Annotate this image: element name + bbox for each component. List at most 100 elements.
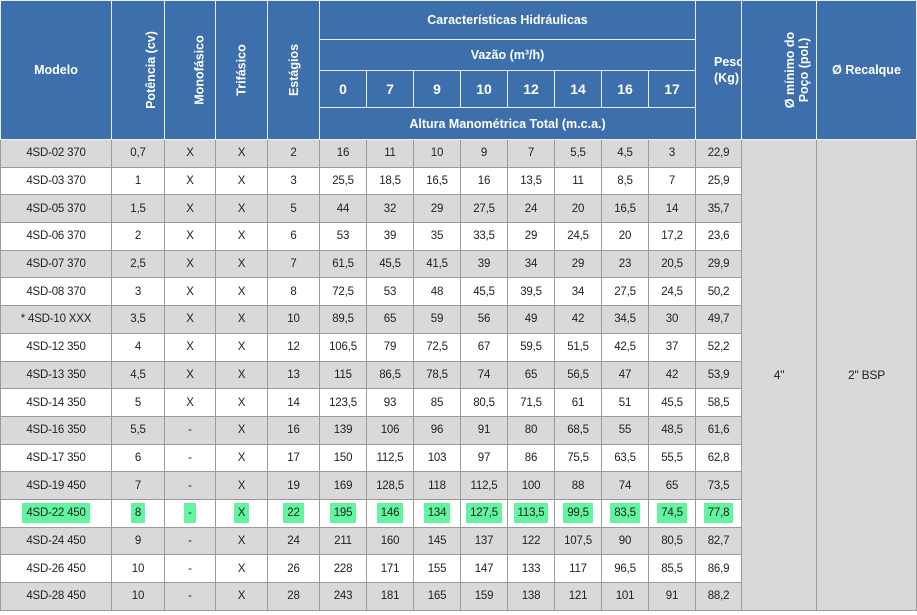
cell-head-flow-7: 91	[647, 582, 697, 611]
cell-potencia: 2,5	[111, 249, 165, 279]
cell-estagios: 8	[267, 277, 320, 307]
cell-head-flow-3: 16	[460, 166, 508, 196]
cell-potencia: 7	[111, 471, 165, 500]
cell-trifasico: X	[215, 194, 268, 224]
cell-head-flow-0: 16	[319, 139, 367, 168]
table-row: 4SD-05 370 1,5 X X 5 44 32 29 27,5 24 20 16,5 14 35,7	[0, 194, 917, 224]
cell-head-flow-1: 53	[366, 277, 414, 307]
cell-trifasico: X	[215, 415, 268, 445]
cell-head-flow-7: 48,5	[647, 415, 697, 445]
cell-head-flow-7: 55,5	[647, 443, 697, 473]
cell-head-flow-1: 93	[366, 388, 414, 417]
table-row: 4SD-19 450 7- X 19 169 128,5 118 112,5 100 88 74 65…	[0, 471, 917, 500]
cell-head-flow-6: 55	[601, 415, 649, 445]
cell-head-flow-6: 4,5	[601, 139, 649, 168]
cell-head-flow-7: 80,5	[647, 526, 697, 556]
table-row: 4SD-07 370 2,5 X X 7 61,5 45,5 41,5 39 34 29 23 20,5…	[0, 249, 917, 279]
cell-trifasico: X	[215, 277, 268, 307]
header-flow-1: 7	[366, 70, 414, 108]
cell-estagios: 10	[267, 305, 320, 334]
cell-head-flow-4: 122	[507, 526, 555, 556]
cell-head-flow-4: 59,5	[507, 332, 555, 362]
cell-estagios: 3	[267, 166, 320, 196]
cell-head-flow-2: 48	[413, 277, 461, 307]
table-row: 4SD-08 370 3 X X 8 72,5 53 48 45,5 39,5 34 27,5 24,5…	[0, 277, 917, 307]
table-row: 4SD-02 370 0,7 X X 2 16 11 10 9 7 5,5 4,5 3 22,9 4" 2" …	[0, 139, 917, 611]
cell-head-flow-3: 80,5	[460, 388, 508, 417]
header-flow-2: 9	[413, 70, 461, 108]
cell-head-flow-3: 127,5	[460, 498, 508, 528]
cell-potencia: 8	[111, 498, 165, 528]
cell-head-flow-2: 10	[413, 139, 461, 168]
cell-head-flow-5: 99,5	[554, 498, 602, 528]
cell-potencia: 3	[111, 277, 165, 307]
cell-modelo: 4SD-17 350	[0, 443, 112, 473]
cell-poco-merged: 4"	[741, 139, 818, 611]
cell-monofasico: -	[164, 554, 216, 583]
cell-modelo: 4SD-05 370	[0, 194, 112, 224]
cell-modelo: 4SD-24 450	[0, 526, 112, 556]
table-row: 4SD-03 370 1 X X 3 25,5 18,5 16,5 16 13,5 11 8,5 7 25…	[0, 166, 917, 196]
cell-potencia: 3,5	[111, 305, 165, 334]
cell-modelo: 4SD-12 350	[0, 332, 112, 362]
cell-head-flow-2: 118	[413, 471, 461, 500]
table-row: 4SD-14 350 5 X X 14 123,5 93 85 80,5 71,5 61 51 45,5…	[0, 388, 917, 417]
cell-head-flow-1: 32	[366, 194, 414, 224]
header-flow-4: 12	[507, 70, 555, 108]
cell-peso: 86,9	[695, 554, 743, 583]
cell-potencia: 5	[111, 388, 165, 417]
cell-head-flow-7: 74,5	[647, 498, 697, 528]
cell-modelo: 4SD-28 450	[0, 582, 112, 611]
cell-estagios: 17	[267, 443, 320, 473]
cell-head-flow-5: 5,5	[554, 139, 602, 168]
cell-head-flow-0: 89,5	[319, 305, 367, 334]
cell-head-flow-7: 3	[647, 139, 697, 168]
cell-head-flow-6: 16,5	[601, 194, 649, 224]
cell-peso: 62,8	[695, 443, 743, 473]
cell-potencia: 2	[111, 222, 165, 251]
cell-head-flow-2: 35	[413, 222, 461, 251]
cell-monofasico: -	[164, 415, 216, 445]
cell-head-flow-5: 29	[554, 249, 602, 279]
cell-monofasico: X	[164, 305, 216, 334]
cell-head-flow-1: 65	[366, 305, 414, 334]
cell-head-flow-3: 97	[460, 443, 508, 473]
cell-modelo: * 4SD-10 XXX	[0, 305, 112, 334]
cell-head-flow-4: 86	[507, 443, 555, 473]
cell-head-flow-6: 96,5	[601, 554, 649, 583]
cell-head-flow-3: 39	[460, 249, 508, 279]
cell-peso: 61,6	[695, 415, 743, 445]
cell-peso: 49,7	[695, 305, 743, 334]
cell-peso: 82,7	[695, 526, 743, 556]
cell-estagios: 7	[267, 249, 320, 279]
cell-peso: 77,8	[695, 498, 743, 528]
header-caracteristicas: Características Hidráulicas	[318, 0, 697, 40]
cell-head-flow-7: 30	[647, 305, 697, 334]
cell-modelo: 4SD-26 450	[0, 554, 112, 583]
cell-trifasico: X	[215, 222, 268, 251]
cell-estagios: 28	[267, 582, 320, 611]
table-row: 4SD-06 370 2 X X 6 53 39 35 33,5 29 24,5 20 17,2 23,6	[0, 222, 917, 251]
cell-head-flow-4: 113,5	[507, 498, 555, 528]
cell-head-flow-2: 29	[413, 194, 461, 224]
cell-trifasico: X	[215, 166, 268, 196]
cell-head-flow-0: 115	[319, 360, 367, 390]
cell-head-flow-5: 121	[554, 582, 602, 611]
cell-head-flow-0: 44	[319, 194, 367, 224]
cell-modelo: 4SD-07 370	[0, 249, 112, 279]
cell-potencia: 10	[111, 582, 165, 611]
cell-head-flow-4: 65	[507, 360, 555, 390]
header-estagios: Estágios	[267, 0, 320, 140]
header-flow-7: 17	[647, 70, 697, 108]
cell-head-flow-6: 74	[601, 471, 649, 500]
header-flow-5: 14	[554, 70, 602, 108]
cell-head-flow-4: 133	[507, 554, 555, 583]
cell-head-flow-5: 68,5	[554, 415, 602, 445]
header-modelo: Modelo	[0, 0, 112, 140]
cell-head-flow-5: 61	[554, 388, 602, 417]
cell-head-flow-4: 34	[507, 249, 555, 279]
cell-head-flow-3: 91	[460, 415, 508, 445]
cell-head-flow-1: 171	[366, 554, 414, 583]
cell-head-flow-6: 83,5	[601, 498, 649, 528]
cell-estagios: 22	[267, 498, 320, 528]
